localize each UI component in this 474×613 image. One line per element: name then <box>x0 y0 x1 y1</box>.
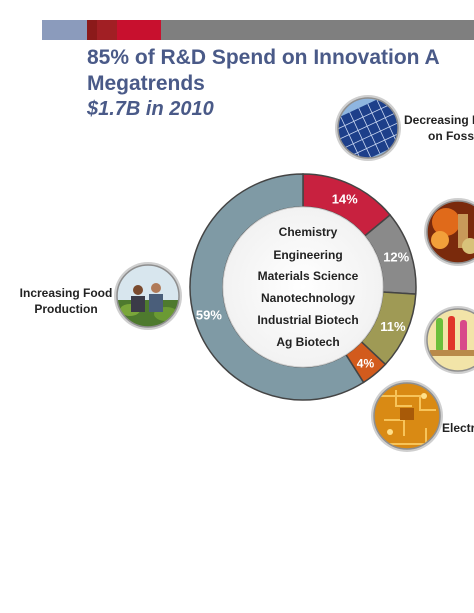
title-line-1: 85% of R&D Spend on Innovation A <box>87 46 440 69</box>
bar-segment-crimson <box>117 20 161 40</box>
label-food-production: Increasing Food Production <box>14 285 118 317</box>
label-fossil-line-2: on Foss <box>427 129 474 143</box>
bar-segment-blue <box>42 20 87 40</box>
page-subtitle: $1.7B in 2010 <box>87 98 214 120</box>
center-label-industrial-biotech: Industrial Biotech <box>257 313 358 327</box>
slice-label-5: 59% <box>196 307 222 322</box>
label-food-line-1: Increasing Food <box>19 286 113 300</box>
center-label-materials-science: Materials Science <box>258 269 359 283</box>
bar-segment-maroon <box>97 20 117 40</box>
donut-center <box>222 206 384 368</box>
slice-label-1: 14% <box>332 191 358 206</box>
page-title: 85% of R&D Spend on Innovation A Megatre… <box>87 45 440 97</box>
slice-label-4: 4% <box>357 357 375 371</box>
center-label-ag-biotech: Ag Biotech <box>276 335 339 349</box>
center-label-nanotechnology: Nanotechnology <box>261 291 355 305</box>
top-color-bar <box>0 20 474 40</box>
test-tubes-icon <box>424 306 474 374</box>
circuit-board-icon <box>371 380 443 452</box>
bar-segment-gray <box>161 20 474 40</box>
bar-segment-dark-red <box>87 20 97 40</box>
center-label-chemistry: Chemistry <box>279 225 338 239</box>
label-food-line-2: Production <box>34 302 98 316</box>
slice-label-2: 12% <box>383 250 409 265</box>
slice-label-3: 11% <box>380 319 406 334</box>
label-fossil-fuels: Decreasing I on Foss <box>404 112 474 144</box>
slice-labels: 14% 12% 11% 4% 59% <box>196 191 410 370</box>
label-fossil-line-1: Decreasing I <box>404 113 474 127</box>
label-electronics: Electr <box>442 421 474 435</box>
title-line-2: Megatrends <box>87 72 205 95</box>
solar-panel-icon <box>335 95 401 161</box>
lab-flask-icon <box>424 198 474 266</box>
center-discipline-list: Chemistry Engineering Materials Science … <box>257 225 358 349</box>
center-label-engineering: Engineering <box>273 248 342 262</box>
farmers-field-icon <box>114 262 182 330</box>
